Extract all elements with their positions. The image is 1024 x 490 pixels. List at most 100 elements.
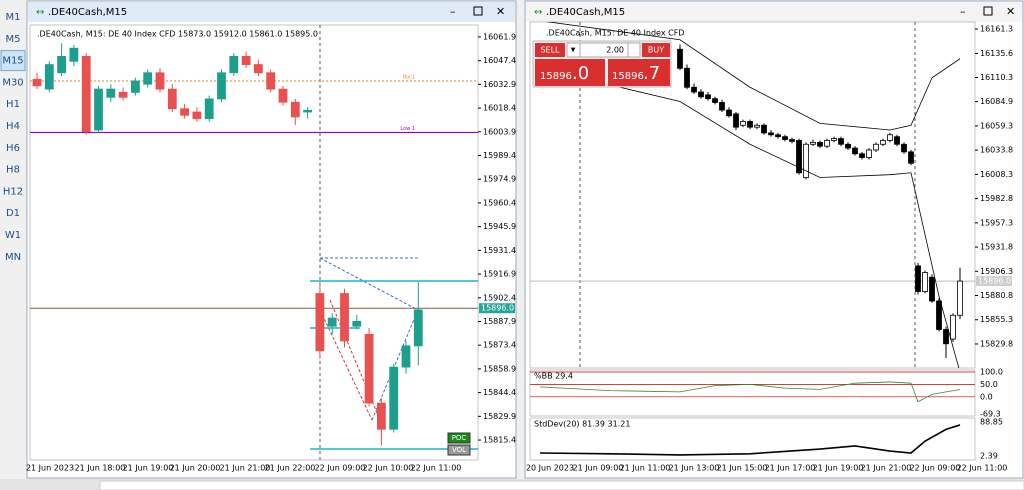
minimize-button[interactable]: – xyxy=(960,5,966,18)
right-plot xyxy=(530,22,975,368)
x-tick-label: 22 Jun 09:00 xyxy=(910,464,961,473)
timeframe-button[interactable]: M15 xyxy=(2,56,23,67)
candle-body xyxy=(852,147,858,155)
x-tick-label: 21 Jun 13:00 xyxy=(669,464,720,473)
candle-body xyxy=(303,109,313,113)
x-tick-label: 20 Jun 2023 xyxy=(526,464,574,473)
y-tick-label: 15974.9 xyxy=(483,175,516,184)
volume-value[interactable]: 2.00 xyxy=(606,46,624,55)
x-tick-label: 21 Jun 11:00 xyxy=(620,464,671,473)
sell-button[interactable] xyxy=(535,43,565,57)
candle-body xyxy=(831,138,837,141)
timeframe-toolbar: M1 M5 M15 M30 H1 H4 H6 H8 H12 D1 W1 MN xyxy=(0,12,26,263)
bid-pips[interactable]: .0 xyxy=(572,63,589,84)
timeframe-button[interactable]: M30 xyxy=(2,77,23,88)
y-tick-label: 100.0 xyxy=(980,368,1003,377)
ask-price[interactable]: 15896 xyxy=(612,71,644,82)
maximize-button[interactable] xyxy=(473,6,483,16)
candle-body xyxy=(719,102,725,111)
x-tick-label: 21 Jun 17:00 xyxy=(765,464,816,473)
trend-drawing xyxy=(319,257,419,311)
chart-info: .DE40Cash, M15: DE 40 Index CFD 15873.0 … xyxy=(37,30,318,39)
candle-body xyxy=(880,140,886,145)
candle-body xyxy=(824,140,830,147)
y-tick-label: 16059.3 xyxy=(980,121,1013,130)
candle-body xyxy=(782,136,788,140)
candle-body xyxy=(887,134,893,141)
y-tick-label: 16032.9 xyxy=(483,80,516,89)
candle-body xyxy=(950,314,956,340)
x-tick-label: 21 Jun 21:00 xyxy=(861,464,912,473)
candle-body xyxy=(180,108,190,116)
candle-body xyxy=(677,48,683,69)
y-tick-label: 15916.9 xyxy=(483,270,516,279)
current-price-label: 15896.0 xyxy=(978,277,1011,286)
candle-body xyxy=(789,139,795,142)
candle-body xyxy=(44,64,54,90)
candle-body xyxy=(803,143,809,178)
candle-body xyxy=(315,293,325,352)
x-tick-label: 21 Jun 20:00 xyxy=(170,464,221,473)
buy-button[interactable] xyxy=(642,43,670,57)
y-tick-label: 50.0 xyxy=(980,380,998,389)
y-tick-label: 15887.9 xyxy=(483,317,516,326)
y-tick-label: 15844.4 xyxy=(483,388,516,397)
close-button[interactable]: ✕ xyxy=(496,5,505,18)
current-price-label: 15896.0 xyxy=(481,304,514,313)
y-tick-label: 15906.3 xyxy=(980,267,1013,276)
timeframe-button[interactable]: M5 xyxy=(6,34,21,45)
maximize-button[interactable] xyxy=(983,6,993,16)
band-line xyxy=(539,67,960,368)
window-title: .DE40Cash,M15 xyxy=(546,7,625,18)
close-button[interactable]: ✕ xyxy=(1006,5,1015,18)
candle-body xyxy=(155,72,165,90)
candle-body xyxy=(253,64,263,74)
candle-body xyxy=(278,88,288,103)
dropdown-arrow[interactable]: ▼ xyxy=(571,47,576,54)
candle-body xyxy=(908,151,914,164)
ask-pips[interactable]: .7 xyxy=(643,63,660,84)
y-tick-label: 16135.6 xyxy=(980,49,1013,58)
indicator-line xyxy=(539,381,961,403)
candle-body xyxy=(929,276,935,302)
timeframe-button[interactable]: H6 xyxy=(6,143,20,154)
y-tick-label: 16003.9 xyxy=(483,127,516,136)
ask-box[interactable] xyxy=(608,59,670,86)
timeframe-button[interactable]: M1 xyxy=(6,12,21,23)
timeframe-button[interactable]: H4 xyxy=(6,121,20,132)
marker-box xyxy=(447,432,471,444)
candle-body xyxy=(192,111,202,119)
sell-label[interactable]: SELL xyxy=(540,46,560,55)
candle-body xyxy=(817,141,823,147)
candle-body xyxy=(901,143,907,153)
y-tick-label: 16047.4 xyxy=(483,56,516,65)
timeframe-button[interactable]: D1 xyxy=(6,208,20,219)
candle-body xyxy=(266,72,276,90)
buy-label[interactable]: BUY xyxy=(648,46,664,55)
candle-body xyxy=(106,88,116,98)
candle-body xyxy=(873,143,879,151)
candle-body xyxy=(57,55,66,74)
volume-spin[interactable] xyxy=(627,42,641,58)
bid-box[interactable] xyxy=(535,59,605,86)
timeframe-button[interactable]: H8 xyxy=(6,165,20,176)
y-tick-label: 16033.8 xyxy=(980,146,1013,155)
candle-body xyxy=(217,72,226,100)
minimize-button[interactable]: – xyxy=(450,5,456,18)
timeframe-active xyxy=(0,50,26,72)
candle-body xyxy=(712,98,718,103)
candle-body xyxy=(364,334,374,404)
candle-body xyxy=(796,140,802,174)
bid-price[interactable]: 15896 xyxy=(540,71,572,82)
y-tick-label: 15931.8 xyxy=(980,243,1013,252)
timeframe-button[interactable]: H1 xyxy=(6,99,20,110)
candle-body xyxy=(768,132,774,136)
timeframe-button[interactable]: MN xyxy=(5,252,21,263)
left-plot: Roc1 Low 1 xyxy=(30,25,478,460)
current-price-box xyxy=(479,303,515,314)
candle-body xyxy=(352,320,362,327)
x-tick-label: 21 Jun 09:00 xyxy=(573,464,624,473)
timeframe-button[interactable]: W1 xyxy=(5,230,21,241)
timeframe-button[interactable]: H12 xyxy=(3,186,23,197)
